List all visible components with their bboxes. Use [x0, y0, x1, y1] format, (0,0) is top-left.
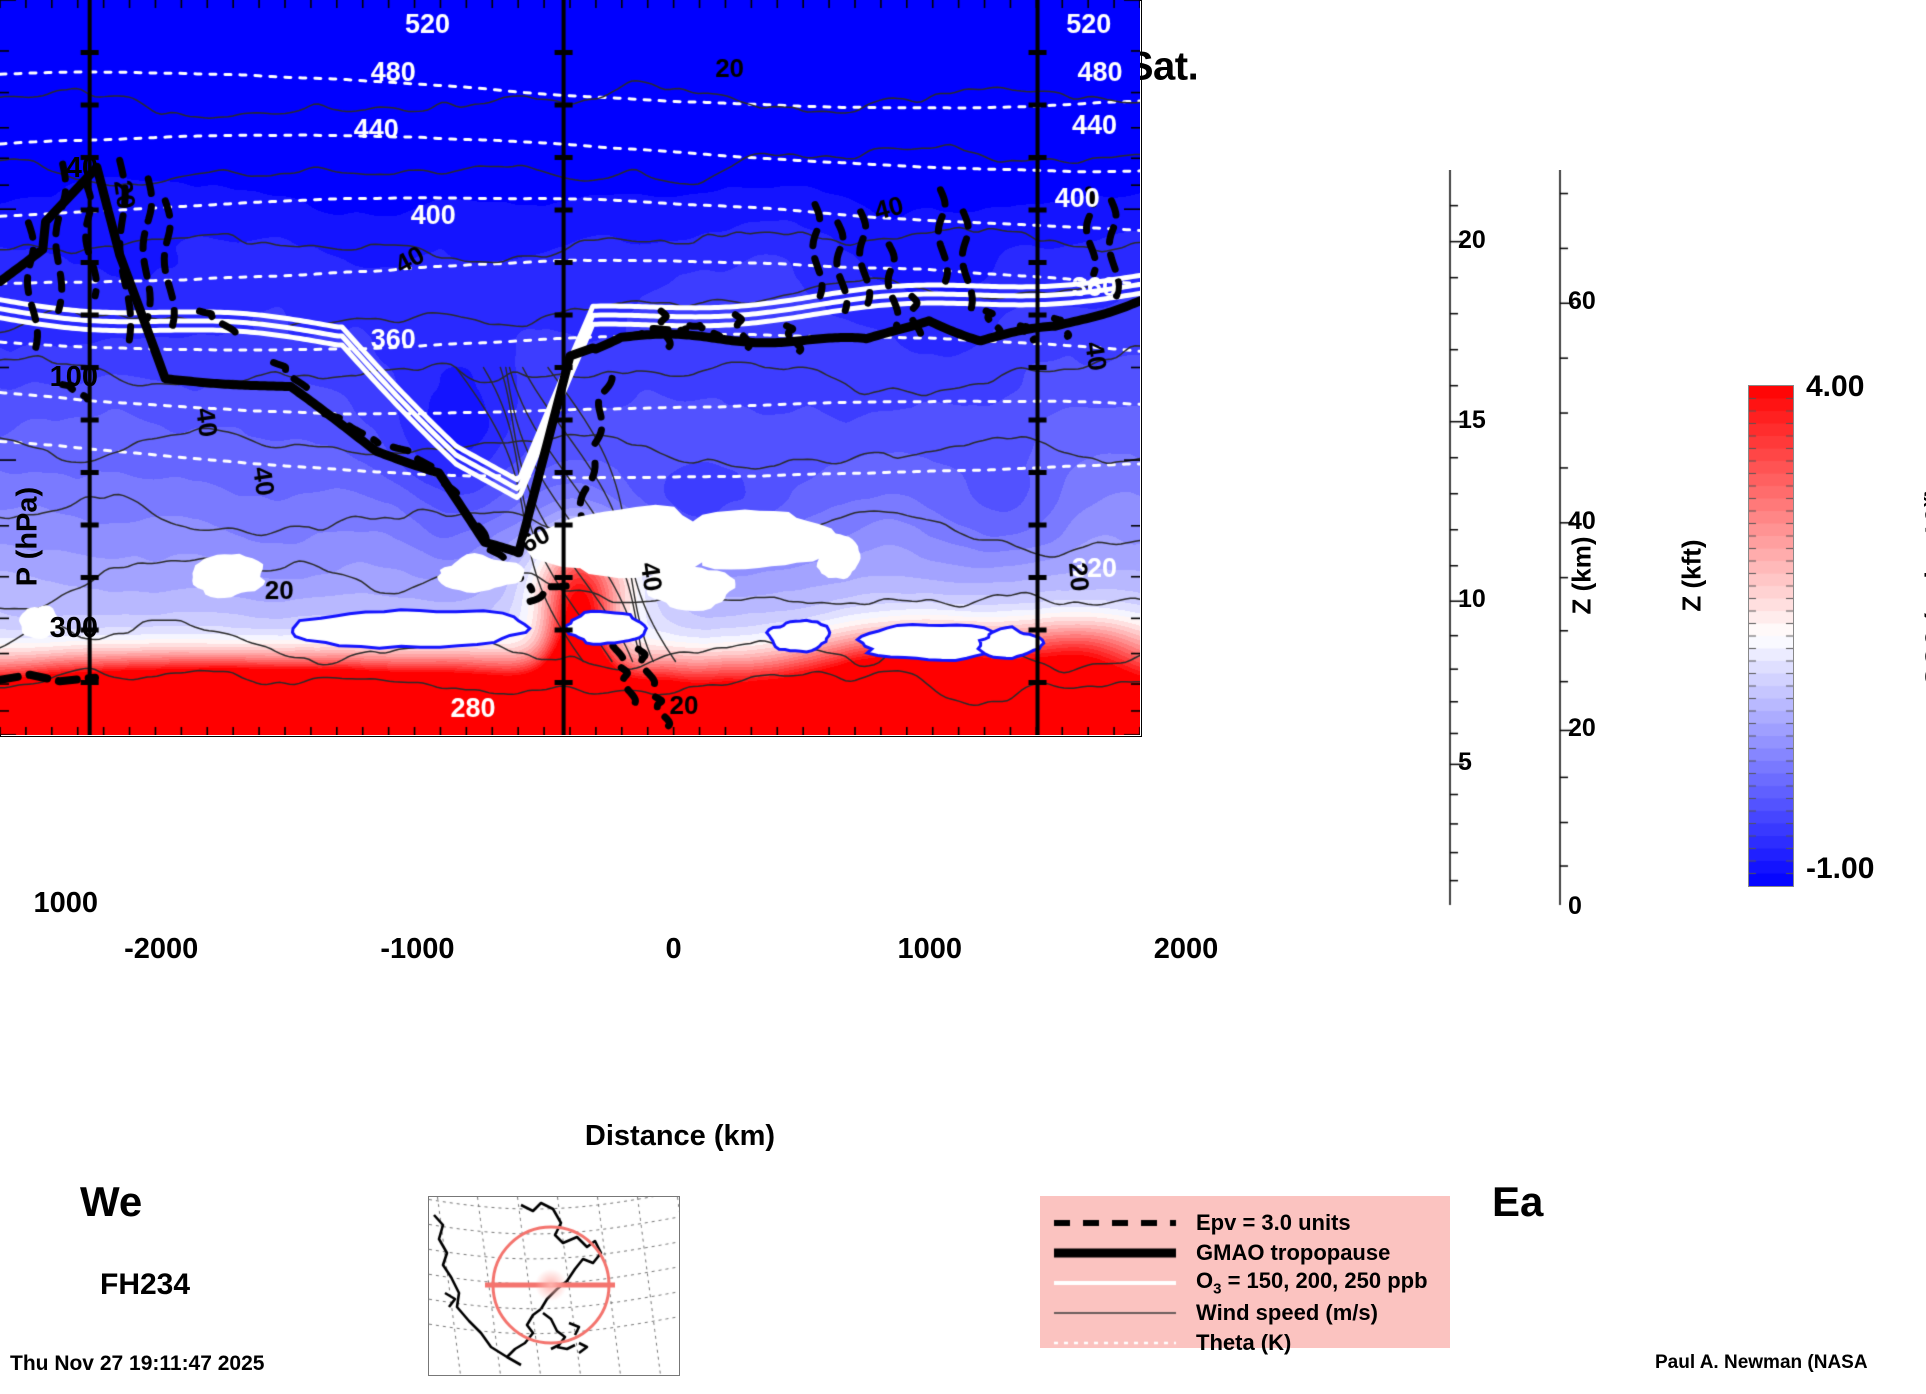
x-axis-label: Distance (km)	[584, 1120, 776, 1152]
timestamp: Thu Nov 27 19:11:47 2025	[10, 1352, 265, 1375]
secondary-axes-canvas	[1250, 170, 1670, 910]
legend-item-wind: Wind speed (m/s)	[1040, 1298, 1450, 1328]
legend-item-epv: Epv = 3.0 units	[1040, 1208, 1450, 1238]
west-endpoint-label: We	[80, 1178, 143, 1225]
legend-symbol-theta	[1040, 1328, 1190, 1358]
legend-item-tropopause: GMAO tropopause	[1040, 1238, 1450, 1268]
y-tick-label: 100	[49, 361, 98, 394]
x-tick-label: -1000	[380, 933, 455, 965]
x-tick-label: 2000	[1153, 933, 1219, 965]
legend-label-tropopause: GMAO tropopause	[1196, 1240, 1391, 1265]
credit-text: Paul A. Newman (NASA	[1655, 1352, 1868, 1373]
plot-canvas	[0, 0, 1140, 735]
legend-symbol-tropopause	[1040, 1238, 1190, 1268]
legend-item-theta: Theta (K)	[1040, 1328, 1450, 1358]
y-tick-label: 300	[49, 612, 98, 645]
y-axis-label: P (hPa)	[11, 486, 44, 587]
legend-symbol-epv	[1040, 1208, 1190, 1238]
forecast-hour-label: FH234	[100, 1268, 191, 1301]
legend-item-ozone: O3 = 150, 200, 250 ppb	[1040, 1268, 1450, 1298]
east-endpoint-label: Ea	[1492, 1178, 1544, 1225]
colorbar-label: SO2 (ppbv 10x)	[1918, 487, 1926, 687]
legend-label-ozone: O3 = 150, 200, 250 ppb	[1196, 1268, 1428, 1298]
y-tick-label: 1000	[33, 887, 98, 919]
x-tick-label: -2000	[124, 933, 199, 965]
legend-label-epv: Epv = 3.0 units	[1196, 1210, 1351, 1235]
legend-symbol-wind	[1040, 1298, 1190, 1328]
colorbar	[1748, 385, 1794, 887]
cross-section-plot[interactable]	[0, 0, 1142, 737]
y-tick-label: 40	[65, 152, 98, 184]
legend-label-theta: Theta (K)	[1196, 1330, 1292, 1355]
legend-label-wind: Wind speed (m/s)	[1196, 1300, 1378, 1325]
inset-location-map[interactable]	[428, 1196, 680, 1376]
x-tick-label: 0	[665, 933, 682, 965]
colorbar-max-value: 4.00	[1806, 370, 1865, 403]
x-tick-label: 1000	[897, 933, 963, 965]
z-kft-axis-label: Z (kft)	[1676, 539, 1707, 612]
legend: Epv = 3.0 units GMAO tropopause O3 = 150, …	[1040, 1196, 1450, 1358]
legend-symbol-ozone	[1040, 1268, 1190, 1298]
colorbar-min-value: -1.00	[1806, 852, 1875, 885]
